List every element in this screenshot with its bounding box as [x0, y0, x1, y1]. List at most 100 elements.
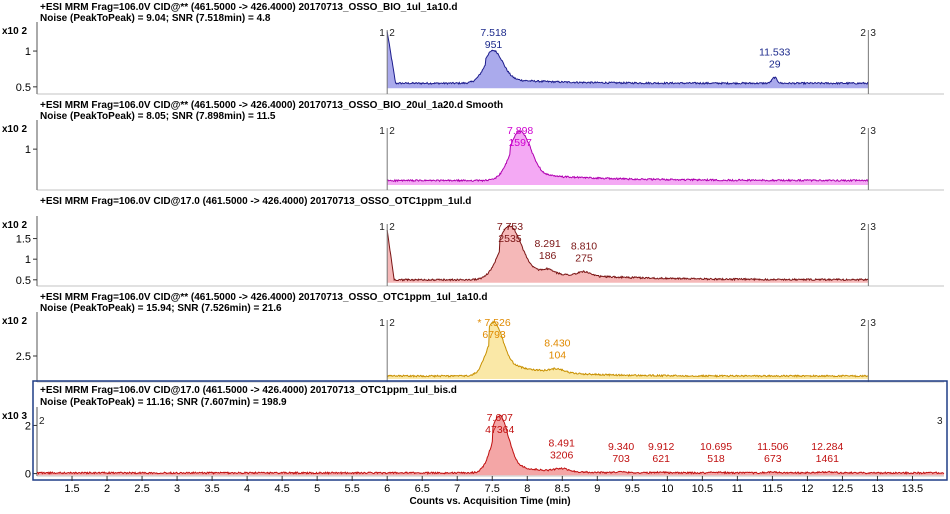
signal-trace	[386, 320, 869, 378]
x-tick-label: 2.5	[134, 483, 149, 495]
y-magnitude: x10 2	[2, 220, 27, 231]
peak-rt-label: 12.284	[811, 441, 843, 453]
panel-subtitle: Noise (PeakToPeak) = 9.04; SNR (7.518min…	[40, 13, 271, 24]
y-tick-label: 2.5	[16, 351, 31, 363]
x-tick-label: 5.5	[345, 483, 360, 495]
peak-rt-label: 8.291	[535, 238, 561, 250]
peak-area-label: 104	[549, 350, 567, 362]
y-tick-label: 0.5	[16, 82, 31, 94]
y-tick-label: 0	[25, 469, 31, 481]
panel-title: +ESI MRM Frag=106.0V CID@** (461.5000 ->…	[40, 2, 458, 13]
peak-area-fill	[387, 225, 869, 283]
peak-area-label: 47364	[485, 424, 514, 436]
marker-label: 1	[379, 28, 385, 39]
signal-trace	[386, 31, 869, 86]
peak-rt-label: * 7.526	[477, 317, 510, 329]
x-tick-label: 6.5	[415, 483, 430, 495]
y-tick-label: 1	[25, 46, 31, 58]
y-tick-label: 1	[25, 144, 31, 156]
y-tick-label: 2	[25, 420, 31, 432]
y-tick-label: 1.5	[16, 234, 31, 246]
peak-area-label: 673	[764, 453, 782, 465]
signal-trace	[386, 224, 869, 282]
y-magnitude: x10 3	[2, 411, 27, 422]
y-magnitude: x10 2	[2, 316, 27, 327]
panel-subtitle: Noise (PeakToPeak) = 8.05; SNR (7.898min…	[40, 111, 276, 122]
marker-label: 1	[379, 126, 385, 137]
signal-trace	[387, 130, 869, 183]
marker-label: 2	[39, 416, 45, 427]
peak-rt-label: 9.340	[608, 441, 634, 453]
marker-label: 2	[860, 126, 866, 137]
x-tick-label: 11.5	[762, 483, 783, 495]
peak-area-label: 29	[769, 59, 781, 71]
peak-rt-label: 8.430	[544, 338, 570, 350]
panel-subtitle: Noise (PeakToPeak) = 11.16; SNR (7.607mi…	[40, 397, 287, 408]
x-tick-label: 4.5	[274, 483, 289, 495]
x-tick-label: 9	[594, 483, 600, 495]
peak-area-fill	[37, 415, 944, 476]
marker-label: 2	[389, 126, 395, 137]
signal-trace	[36, 414, 945, 475]
marker-label: 2	[389, 28, 395, 39]
marker-label: 2	[860, 318, 866, 329]
chromatogram-panel: +ESI MRM Frag=106.0V CID@17.0 (461.5000 …	[2, 196, 944, 287]
peak-area-label: 275	[575, 253, 593, 265]
marker-label: 3	[870, 126, 876, 137]
x-tick-label: 7	[454, 483, 460, 495]
peak-area-label: 951	[485, 39, 503, 51]
x-tick-label: 7.5	[485, 483, 500, 495]
chromatogram-panel: +ESI MRM Frag=106.0V CID@** (461.5000 ->…	[2, 2, 944, 95]
peak-area-label: 518	[707, 453, 725, 465]
marker-label: 3	[870, 318, 876, 329]
marker-label: 1	[379, 318, 385, 329]
peak-rt-label: 7.518	[480, 27, 506, 39]
panel-title: +ESI MRM Frag=106.0V CID@** (461.5000 ->…	[40, 292, 488, 303]
x-tick-label: 6	[384, 483, 390, 495]
marker-label: 3	[937, 416, 943, 427]
x-tick-label: 8.5	[555, 483, 570, 495]
chromatogram-panel: +ESI MRM Frag=106.0V CID@** (461.5000 ->…	[2, 292, 944, 383]
x-tick-label: 3	[174, 483, 180, 495]
x-tick-label: 8	[524, 483, 530, 495]
peak-area-label: 6793	[482, 329, 506, 341]
peak-rt-label: 11.533	[759, 47, 790, 59]
peak-area-label: 186	[539, 250, 557, 262]
peak-area-fill	[387, 321, 869, 379]
marker-label: 1	[379, 222, 385, 233]
x-tick-label: 12	[801, 483, 813, 495]
x-axis-label: Counts vs. Acquisition Time (min)	[409, 496, 570, 507]
peak-area-fill	[387, 31, 869, 89]
peak-area-label: 1461	[816, 453, 840, 465]
peak-rt-label: 8.810	[571, 241, 597, 253]
peak-area-label: 621	[652, 453, 670, 465]
marker-label: 2	[860, 28, 866, 39]
peak-area-label: 2535	[498, 233, 522, 245]
x-tick-label: 10.5	[692, 483, 713, 495]
y-tick-label: 0.5	[16, 275, 31, 287]
x-tick-label: 13.5	[902, 483, 923, 495]
x-tick-label: 2	[104, 483, 110, 495]
marker-label: 2	[860, 222, 866, 233]
peak-area-label: 3206	[550, 449, 574, 461]
x-tick-label: 12.5	[832, 483, 853, 495]
y-magnitude: x10 2	[2, 26, 27, 37]
y-tick-label: 1	[25, 254, 31, 266]
x-tick-label: 10	[661, 483, 673, 495]
peak-rt-label: 7.898	[507, 125, 533, 137]
x-tick-label: 3.5	[204, 483, 219, 495]
peak-rt-label: 7.753	[497, 221, 523, 233]
panel-subtitle: Noise (PeakToPeak) = 15.94; SNR (7.526mi…	[40, 303, 282, 314]
peak-area-label: 703	[612, 453, 630, 465]
marker-label: 2	[389, 318, 395, 329]
peak-rt-label: 9.912	[648, 441, 674, 453]
marker-label: 2	[389, 222, 395, 233]
peak-rt-label: 8.491	[549, 437, 575, 449]
chromatogram-panel: +ESI MRM Frag=106.0V CID@** (461.5000 ->…	[2, 100, 944, 191]
panel-title: +ESI MRM Frag=106.0V CID@17.0 (461.5000 …	[40, 196, 471, 207]
x-tick-label: 13	[871, 483, 883, 495]
peak-rt-label: 7.607	[487, 412, 513, 424]
peak-area-fill	[387, 130, 869, 185]
